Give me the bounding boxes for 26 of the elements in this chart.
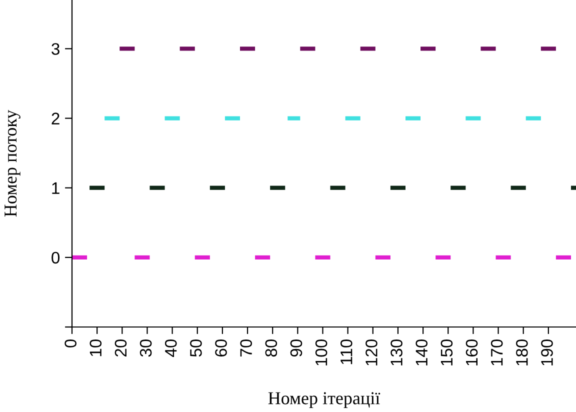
x-tick-label: 20 [114, 339, 127, 357]
x-tick-label: 120 [366, 339, 378, 366]
x-tick-label: 180 [516, 339, 528, 366]
y-tick-label: 2 [52, 112, 60, 124]
x-tick-label: 30 [140, 339, 152, 357]
y-tick-label: 1 [52, 182, 60, 194]
x-tick-label: 110 [340, 339, 352, 364]
x-tick-label: 60 [215, 339, 227, 356]
x-tick-label: 0 [64, 339, 76, 348]
y-axis-title: Номер потоку [4, 110, 20, 217]
x-tick-label: 90 [290, 339, 302, 357]
x-tick-label: 50 [190, 339, 202, 357]
x-tick-label: 130 [390, 339, 402, 366]
x-tick-label: 70 [240, 339, 252, 356]
y-tick-label: 3 [52, 43, 60, 55]
x-tick-label: 150 [440, 339, 453, 366]
x-tick-label: 170 [490, 339, 503, 366]
x-tick-label: 160 [466, 339, 478, 366]
x-tick-label: 190 [541, 339, 553, 366]
x-tick-label: 100 [315, 339, 328, 366]
y-tick-label: 0 [52, 252, 60, 264]
x-tick-label: 40 [164, 339, 177, 357]
x-tick-label: 10 [90, 339, 102, 356]
x-tick-label: 140 [416, 339, 428, 366]
x-tick-label: 80 [265, 339, 278, 357]
x-axis-title: Номер ітерації [268, 392, 380, 408]
